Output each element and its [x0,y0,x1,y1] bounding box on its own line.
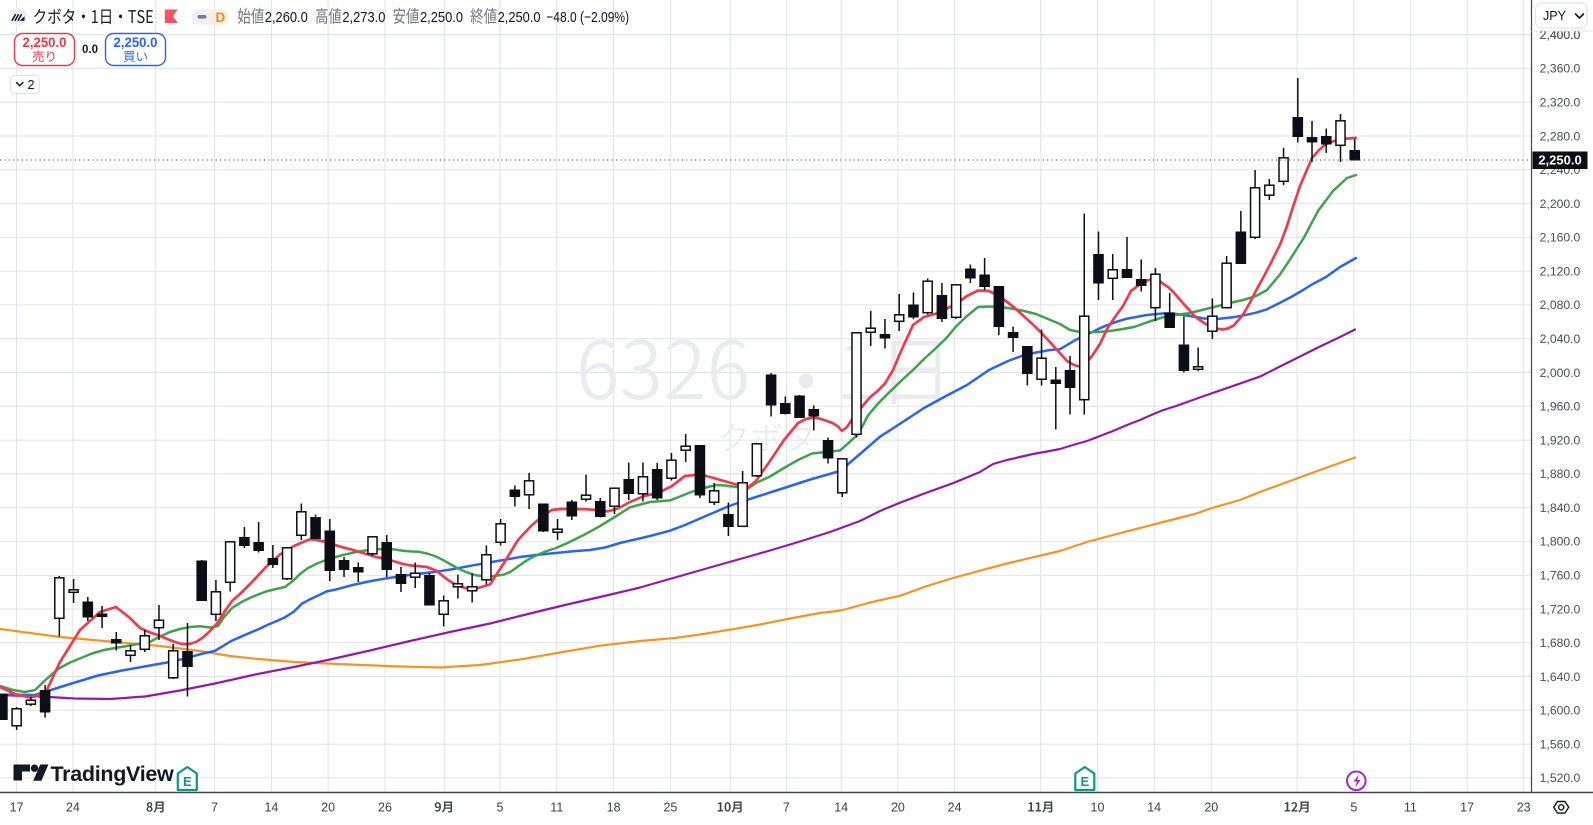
svg-text:2,250.0: 2,250.0 [114,35,158,50]
svg-text:1,520.0: 1,520.0 [1540,771,1581,785]
svg-text:2,260.0: 2,260.0 [265,9,308,26]
svg-text:E: E [183,774,192,789]
svg-text:E: E [1080,774,1089,789]
svg-text:2,360.0: 2,360.0 [1540,62,1581,76]
svg-text:1,600.0: 1,600.0 [1540,704,1581,718]
svg-text:1,640.0: 1,640.0 [1540,670,1581,684]
svg-text:2,250.0: 2,250.0 [498,9,541,26]
svg-text:1,920.0: 1,920.0 [1540,433,1581,447]
svg-text:11: 11 [1404,801,1417,815]
svg-text:2,200.0: 2,200.0 [1540,197,1581,211]
svg-text:5: 5 [497,801,504,815]
svg-text:TradingView: TradingView [51,762,175,786]
svg-text:2,400.0: 2,400.0 [1540,28,1581,42]
svg-text:1,840.0: 1,840.0 [1540,501,1581,515]
svg-text:11: 11 [550,801,563,815]
svg-text:1,720.0: 1,720.0 [1540,602,1581,616]
svg-text:24: 24 [948,801,962,815]
svg-text:D: D [216,10,226,25]
svg-text:2,160.0: 2,160.0 [1540,231,1581,245]
svg-text:2: 2 [28,78,35,92]
svg-text:2,250.0: 2,250.0 [23,35,67,50]
svg-text:7: 7 [783,801,790,815]
svg-text:23: 23 [1517,801,1531,815]
svg-text:1,880.0: 1,880.0 [1540,467,1581,481]
svg-text:7: 7 [211,801,218,815]
svg-text:20: 20 [1204,801,1218,815]
svg-text:1,760.0: 1,760.0 [1540,569,1581,583]
svg-text:1,560.0: 1,560.0 [1540,737,1581,751]
svg-text:2,080.0: 2,080.0 [1540,298,1581,312]
svg-text:0.0: 0.0 [82,44,98,56]
svg-text:1,800.0: 1,800.0 [1540,535,1581,549]
svg-text:1,960.0: 1,960.0 [1540,400,1581,414]
svg-text:18: 18 [607,801,621,815]
svg-text:20: 20 [891,801,905,815]
svg-text:1,680.0: 1,680.0 [1540,636,1581,650]
svg-text:25: 25 [663,801,677,815]
svg-text:2,120.0: 2,120.0 [1540,264,1581,278]
svg-text:17: 17 [1460,801,1474,815]
svg-text:2,280.0: 2,280.0 [1540,129,1581,143]
svg-text:20: 20 [321,801,335,815]
svg-text:JPY: JPY [1543,9,1567,23]
svg-text:17: 17 [10,801,24,815]
svg-text:2,250.0: 2,250.0 [1538,153,1581,168]
svg-text:14: 14 [1147,801,1161,815]
svg-text:14: 14 [264,801,278,815]
svg-text:26: 26 [378,801,392,815]
svg-text:2,320.0: 2,320.0 [1540,96,1581,110]
svg-text:2,000.0: 2,000.0 [1540,366,1581,380]
svg-text:24: 24 [66,801,80,815]
svg-text:10: 10 [1091,801,1105,815]
svg-text:14: 14 [834,801,848,815]
svg-text:−48.0 (−2.09%): −48.0 (−2.09%) [546,9,629,26]
svg-text:2,273.0: 2,273.0 [342,9,385,26]
svg-text:5: 5 [1350,801,1357,815]
svg-text:2,040.0: 2,040.0 [1540,332,1581,346]
svg-text:2,250.0: 2,250.0 [420,9,463,26]
